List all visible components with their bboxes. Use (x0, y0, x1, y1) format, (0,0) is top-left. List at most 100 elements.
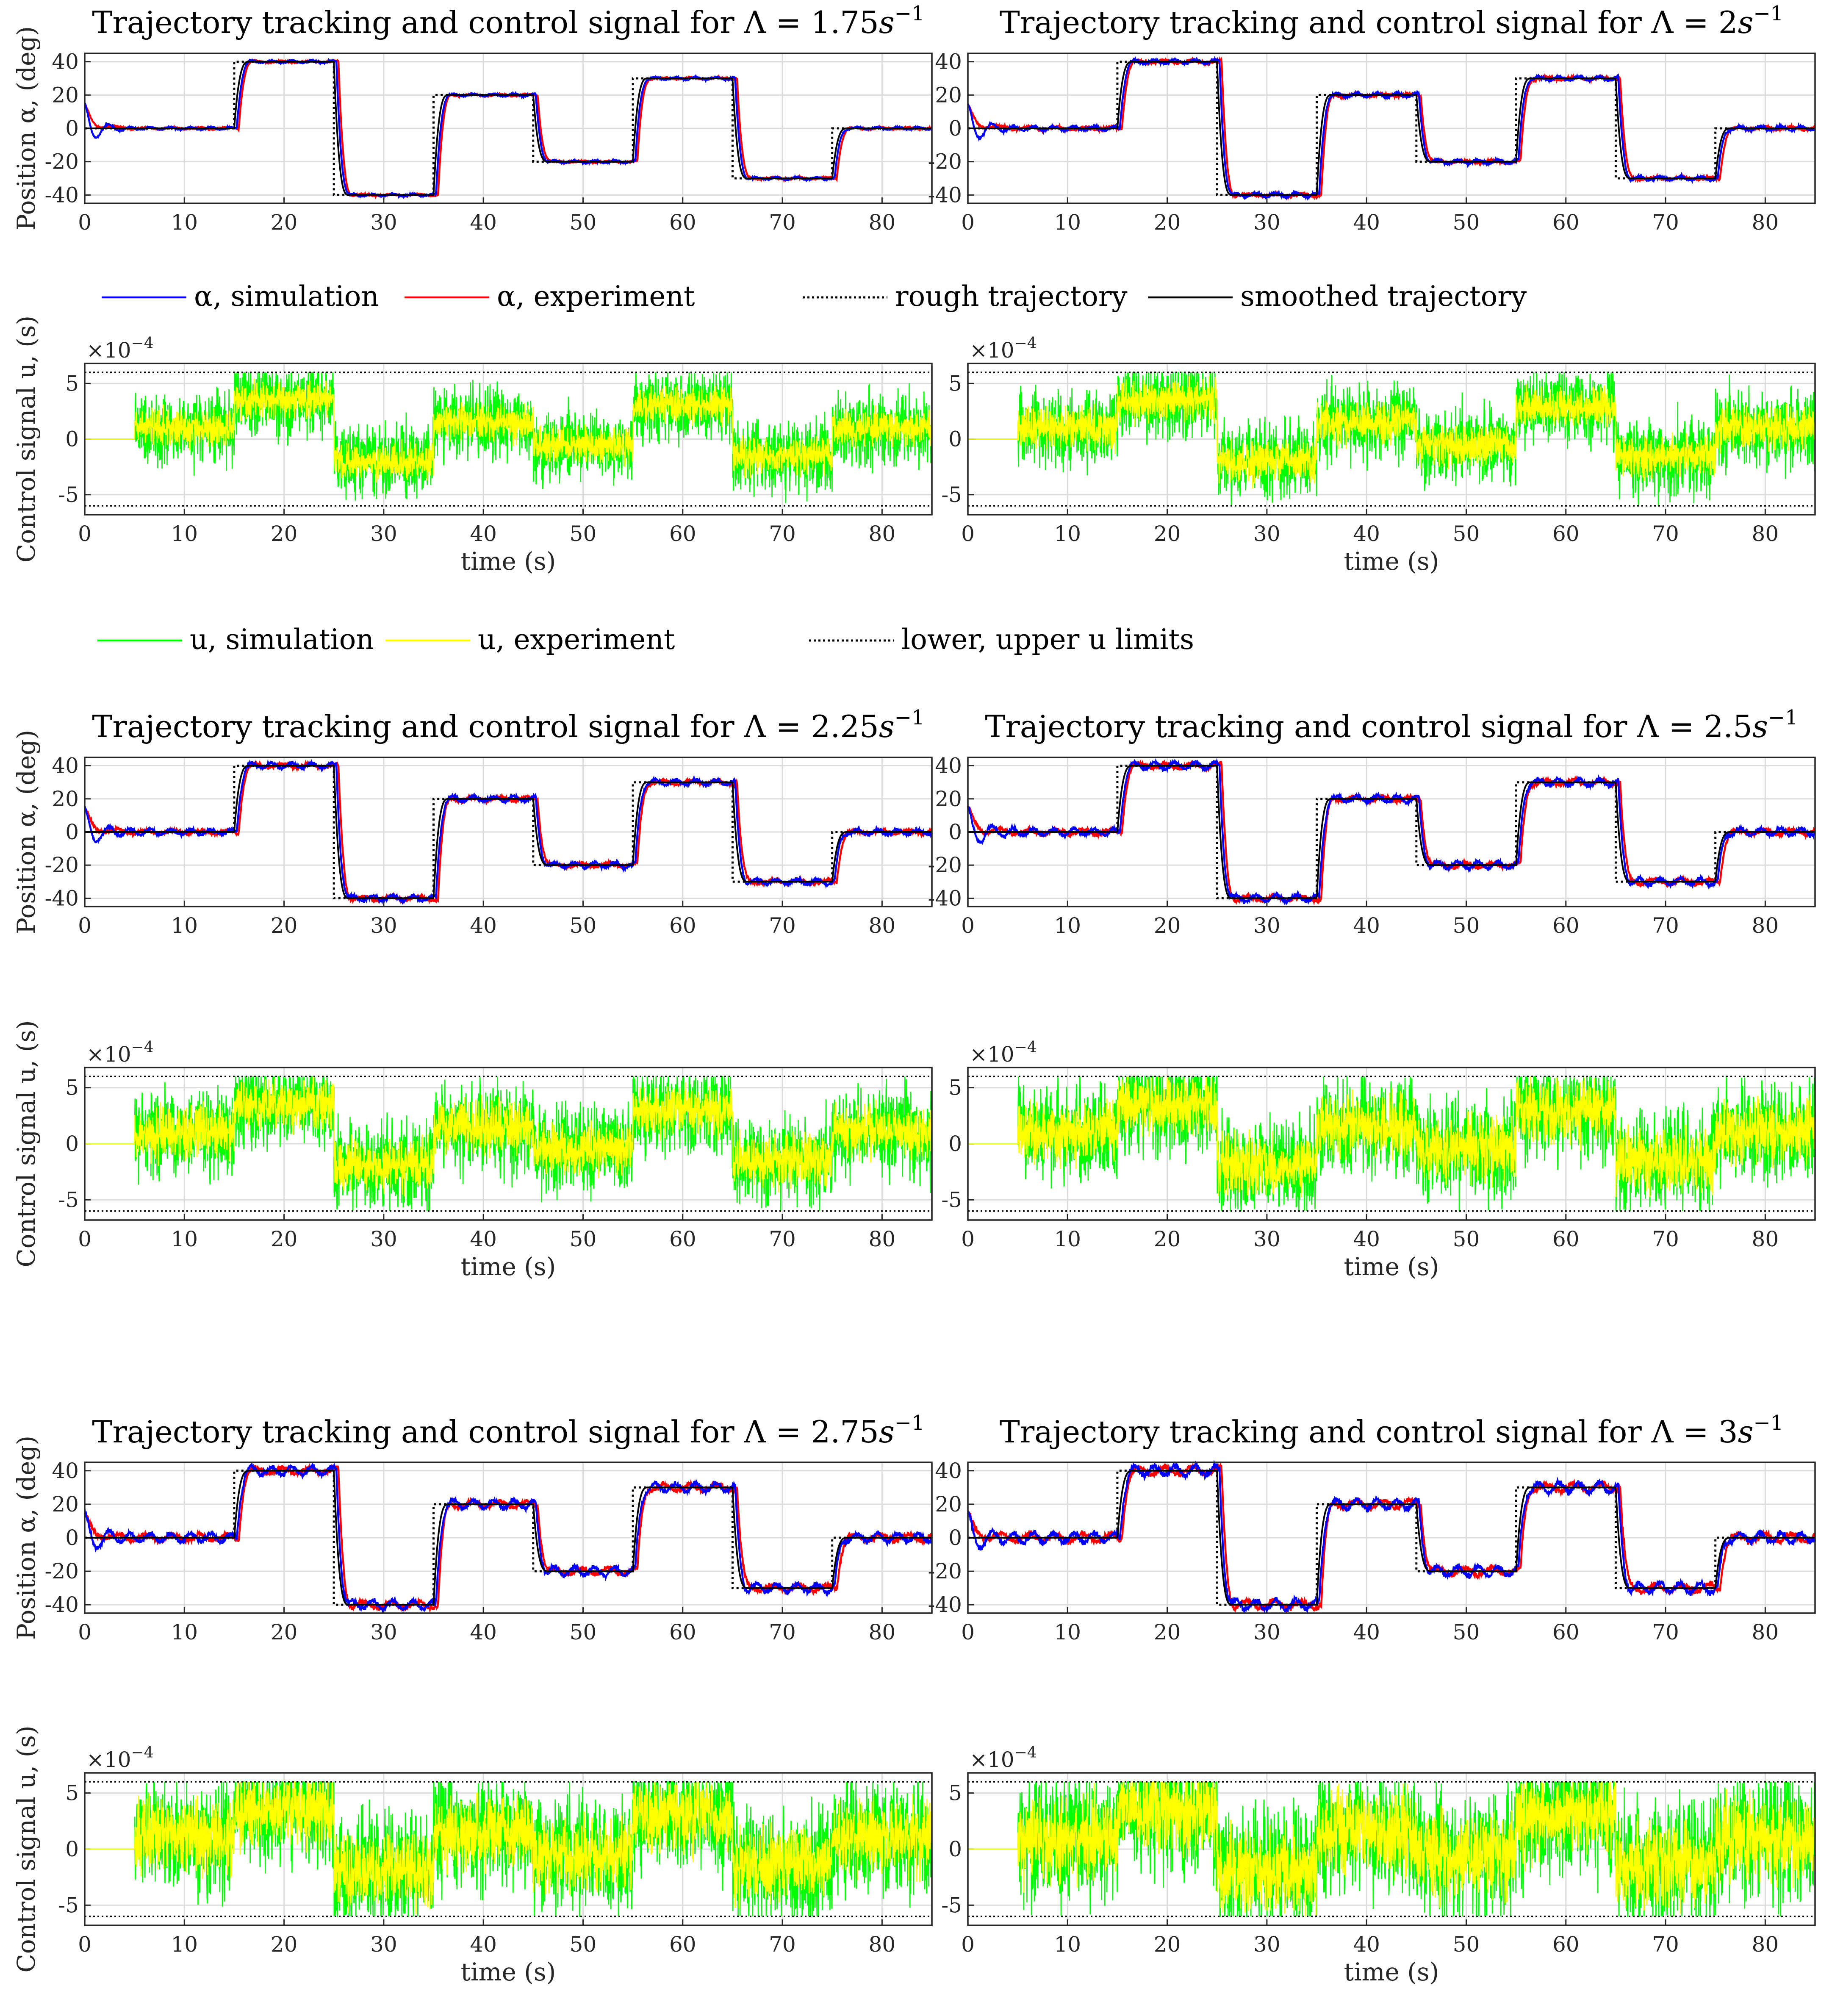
y-tick-label: 20 (52, 83, 79, 107)
y-tick-label: -20 (928, 853, 962, 877)
x-tick-label: 70 (1652, 210, 1679, 235)
title-lambda-value: 2 (1718, 5, 1738, 40)
axis-scale-exponent: ×10−4 (86, 335, 154, 363)
y-tick-label: 20 (935, 1492, 962, 1517)
x-tick-label: 20 (271, 521, 298, 546)
y-tick-label: -40 (44, 1592, 79, 1617)
x-tick-label: 30 (370, 1227, 397, 1251)
x-tick-label: 30 (1253, 1227, 1280, 1251)
title-lambda-unit: s (879, 5, 895, 40)
x-tick-label: 60 (1552, 210, 1580, 235)
x-tick-label: 30 (370, 1932, 397, 1957)
position-plot-frame (84, 757, 933, 907)
y-tick-label: 20 (52, 787, 79, 811)
x-tick-label: 30 (1253, 913, 1280, 938)
axis-scale-exponent: ×10−4 (86, 1039, 154, 1067)
y-tick-label: 0 (948, 116, 962, 141)
y-tick-label: 40 (52, 754, 79, 778)
title-prefix: Trajectory tracking and control signal f… (1000, 1414, 1718, 1450)
x-tick-label: 20 (271, 210, 298, 235)
y-axis-label: Position α, (deg) (12, 730, 41, 934)
exponent-base: ×10 (970, 1042, 1014, 1067)
y-tick-label: -40 (44, 886, 79, 910)
y-tick-label: -5 (58, 1893, 79, 1917)
panel-lambda-1_75: Trajectory tracking and control signal f… (12, 2, 933, 576)
x-tick-label: 20 (1154, 521, 1181, 546)
x-tick-label: 60 (669, 1620, 696, 1644)
control-plot: 0 10 20 30 40 50 60 70 80 -5 0 5 time (s) ×10−4 (941, 1744, 1816, 1986)
x-tick-label: 40 (470, 210, 497, 235)
y-tick-label: 40 (52, 50, 79, 74)
y-tick-label: -20 (44, 150, 79, 174)
x-tick-label: 40 (470, 521, 497, 546)
u-experiment-line (85, 378, 933, 483)
title-lambda-unit: s (1738, 5, 1754, 40)
x-tick-label: 50 (570, 913, 597, 938)
x-tick-label: 0 (78, 1932, 91, 1957)
y-tick-label: -20 (44, 1559, 79, 1583)
x-tick-label: 30 (370, 913, 397, 938)
panel-lambda-2_75: Trajectory tracking and control signal f… (12, 1411, 933, 1986)
exponent-base: ×10 (86, 338, 131, 363)
x-tick-label: 60 (669, 521, 696, 546)
y-tick-label: 20 (935, 83, 962, 107)
position-plot: 0 10 20 30 40 50 60 70 80 -40 -20 0 20 40 Position α, … (12, 1436, 933, 1644)
x-tick-label: 50 (1453, 1227, 1480, 1251)
x-tick-label: 80 (1752, 1227, 1779, 1251)
position-plot-frame (967, 53, 1816, 204)
u-experiment-line (968, 376, 1816, 489)
exponent-power: −4 (131, 1744, 154, 1761)
panel-title: Trajectory tracking and control signal f… (1000, 2, 1784, 40)
y-tick-label: 5 (948, 371, 962, 396)
y-tick-label: 0 (65, 820, 79, 844)
legend-position: α, simulation α, experiment rough trajecto… (102, 280, 1527, 313)
x-tick-label: 50 (570, 1227, 597, 1251)
exponent-base: ×10 (86, 1747, 131, 1772)
y-tick-label: -40 (928, 886, 962, 910)
y-tick-label: -5 (58, 1187, 79, 1212)
title-lambda-unit: s (1738, 1414, 1754, 1450)
x-tick-label: 80 (1752, 1620, 1779, 1644)
y-tick-label: -5 (58, 483, 79, 507)
x-tick-label: 70 (1652, 913, 1679, 938)
x-tick-label: 80 (869, 1227, 896, 1251)
x-tick-label: 20 (1154, 1932, 1181, 1957)
position-plot: 0 10 20 30 40 50 60 70 80 -40 -20 0 20 40 (928, 754, 1816, 938)
y-tick-label: 0 (65, 1131, 79, 1156)
control-plot-frame (84, 363, 933, 516)
x-tick-label: 40 (1353, 1620, 1380, 1644)
title-lambda-unit: s (879, 1414, 895, 1450)
x-tick-label: 10 (171, 1227, 198, 1251)
x-tick-label: 50 (1453, 1932, 1480, 1957)
control-plot-frame (967, 1067, 1816, 1221)
exponent-power: −4 (1014, 1744, 1037, 1761)
x-tick-label: 30 (370, 1620, 397, 1644)
x-tick-label: 50 (570, 1620, 597, 1644)
y-tick-label: -20 (44, 853, 79, 877)
position-plot: 0 10 20 30 40 50 60 70 80 -40 -20 0 20 40 Position α, … (12, 730, 933, 938)
control-plot: 0 10 20 30 40 50 60 70 80 -5 0 5 time (s) ×10−4 (941, 1039, 1816, 1281)
panel-title: Trajectory tracking and control signal f… (1000, 1411, 1784, 1450)
x-tick-label: 40 (1353, 1227, 1380, 1251)
panel-title: Trajectory tracking and control signal f… (92, 2, 924, 40)
title-lambda-unit: s (1752, 709, 1768, 744)
exponent-power: −4 (131, 1039, 154, 1056)
y-tick-label: 0 (65, 1837, 79, 1861)
x-tick-label: 0 (961, 210, 975, 235)
y-tick-label: 0 (948, 1131, 962, 1156)
legend-label: smoothed trajectory (1240, 280, 1527, 313)
x-tick-label: 80 (1752, 210, 1779, 235)
y-tick-label: -20 (928, 1559, 962, 1583)
x-tick-label: 20 (271, 913, 298, 938)
title-lambda-exponent: −1 (895, 2, 925, 25)
x-tick-label: 80 (1752, 913, 1779, 938)
position-plot-frame (84, 1461, 933, 1614)
y-tick-label: 0 (65, 116, 79, 141)
control-plot: 0 10 20 30 40 50 60 70 80 -5 0 5 Control signal u, (… (12, 316, 933, 576)
x-tick-label: 20 (271, 1932, 298, 1957)
panel-title: Trajectory tracking and control signal f… (92, 706, 924, 744)
title-lambda-exponent: −1 (1768, 706, 1798, 729)
x-tick-label: 0 (961, 913, 975, 938)
position-plot: 0 10 20 30 40 50 60 70 80 -40 -20 0 20 40 Position α, … (12, 26, 933, 235)
